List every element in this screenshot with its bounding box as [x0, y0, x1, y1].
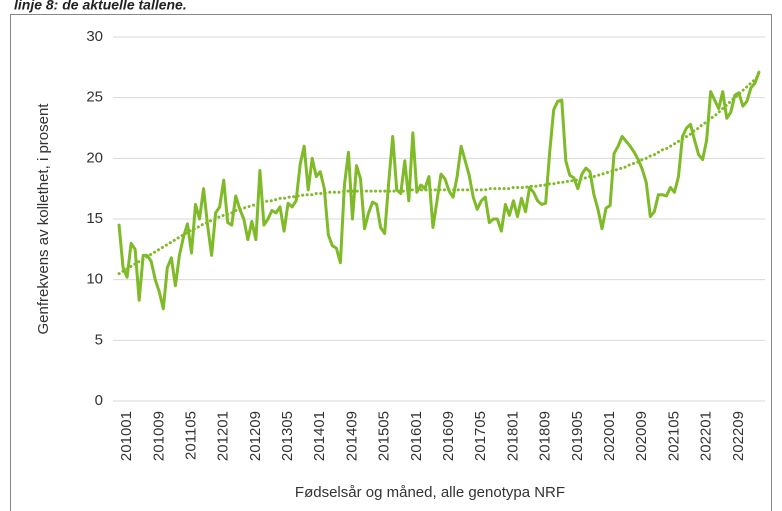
- y-tick-label: 25: [86, 89, 103, 106]
- x-tick-label: 201009: [150, 411, 167, 461]
- x-tick-label: 201201: [215, 411, 232, 461]
- x-tick-label: 201305: [279, 411, 296, 461]
- chart-frame: [10, 14, 772, 511]
- x-tick-label: 201809: [537, 411, 554, 461]
- y-axis-label: Genfrekvens av kollethet, i prosent: [35, 103, 52, 335]
- x-tick-label: 201905: [569, 411, 586, 461]
- x-tick-label: 201401: [311, 411, 328, 461]
- y-tick-label: 10: [86, 271, 103, 288]
- x-tick-label: 201001: [118, 411, 135, 461]
- y-tick-label: 5: [95, 331, 103, 348]
- chart-title: linje 8: de aktuelle tallene.: [14, 0, 187, 13]
- x-tick-label: 202001: [601, 411, 618, 461]
- x-tick-label: 202201: [698, 411, 715, 461]
- series-line: [117, 74, 761, 276]
- y-tick-label: 30: [86, 28, 103, 45]
- x-tick-label: 201209: [247, 411, 264, 461]
- x-tick-label: 201105: [182, 411, 199, 460]
- x-tick-label: 201801: [504, 411, 521, 461]
- x-tick-label: 201609: [440, 411, 457, 461]
- y-tick-label: 20: [86, 149, 103, 166]
- x-tick-label: 202009: [633, 411, 650, 461]
- x-tick-label: 201505: [376, 411, 393, 461]
- x-tick-label: 202209: [730, 411, 747, 461]
- x-axis-label: Fødselsår og måned, alle genotypa NRF: [295, 484, 565, 501]
- x-tick-label: 202105: [665, 411, 682, 461]
- y-tick-label: 15: [86, 210, 103, 227]
- y-tick-label: 0: [95, 392, 103, 409]
- x-tick-label: 201601: [408, 411, 425, 461]
- x-tick-label: 201409: [343, 411, 360, 461]
- series-line: [117, 70, 761, 311]
- x-tick-label: 201705: [472, 411, 489, 461]
